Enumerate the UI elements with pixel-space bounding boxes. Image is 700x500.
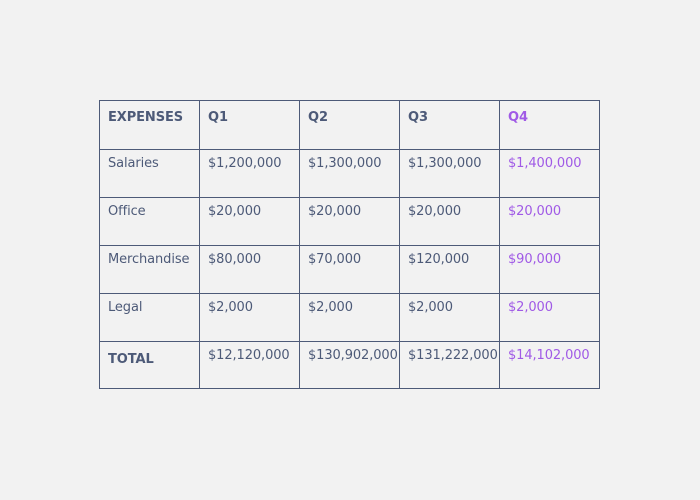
table-cell: $2,000 <box>399 293 500 342</box>
total-cell: $130,902,000 <box>299 341 400 389</box>
expenses-table: EXPENSES Q1 Q2 Q3 Q4 Salaries $1,200,000… <box>99 100 600 389</box>
table-cell: $120,000 <box>399 245 500 294</box>
header-expenses: EXPENSES <box>99 100 200 150</box>
header-q1: Q1 <box>199 100 300 150</box>
table-cell: $20,000 <box>199 197 300 246</box>
total-cell: $12,120,000 <box>199 341 300 389</box>
table-cell: $2,000 <box>299 293 400 342</box>
table-cell-q4: $1,400,000 <box>499 149 600 198</box>
table-cell-q4: $20,000 <box>499 197 600 246</box>
table-row: Merchandise $80,000 $70,000 $120,000 $90… <box>99 245 600 294</box>
table-row: Office $20,000 $20,000 $20,000 $20,000 <box>99 197 600 246</box>
row-label: Office <box>99 197 200 246</box>
row-label: Merchandise <box>99 245 200 294</box>
table-cell-q4: $90,000 <box>499 245 600 294</box>
table-cell: $20,000 <box>299 197 400 246</box>
table-cell: $2,000 <box>199 293 300 342</box>
total-cell: $131,222,000 <box>399 341 500 389</box>
total-cell-q4: $14,102,000 <box>499 341 600 389</box>
table-total-row: TOTAL $12,120,000 $130,902,000 $131,222,… <box>99 341 600 389</box>
header-q3: Q3 <box>399 100 500 150</box>
table-row: Legal $2,000 $2,000 $2,000 $2,000 <box>99 293 600 342</box>
table-row: Salaries $1,200,000 $1,300,000 $1,300,00… <box>99 149 600 198</box>
table-cell: $1,200,000 <box>199 149 300 198</box>
table-cell-q4: $2,000 <box>499 293 600 342</box>
row-label: Salaries <box>99 149 200 198</box>
header-q4: Q4 <box>499 100 600 150</box>
table-cell: $1,300,000 <box>299 149 400 198</box>
header-q2: Q2 <box>299 100 400 150</box>
table-header-row: EXPENSES Q1 Q2 Q3 Q4 <box>99 100 600 150</box>
table-cell: $1,300,000 <box>399 149 500 198</box>
table-cell: $20,000 <box>399 197 500 246</box>
table-cell: $70,000 <box>299 245 400 294</box>
total-label: TOTAL <box>99 341 200 389</box>
table-cell: $80,000 <box>199 245 300 294</box>
row-label: Legal <box>99 293 200 342</box>
